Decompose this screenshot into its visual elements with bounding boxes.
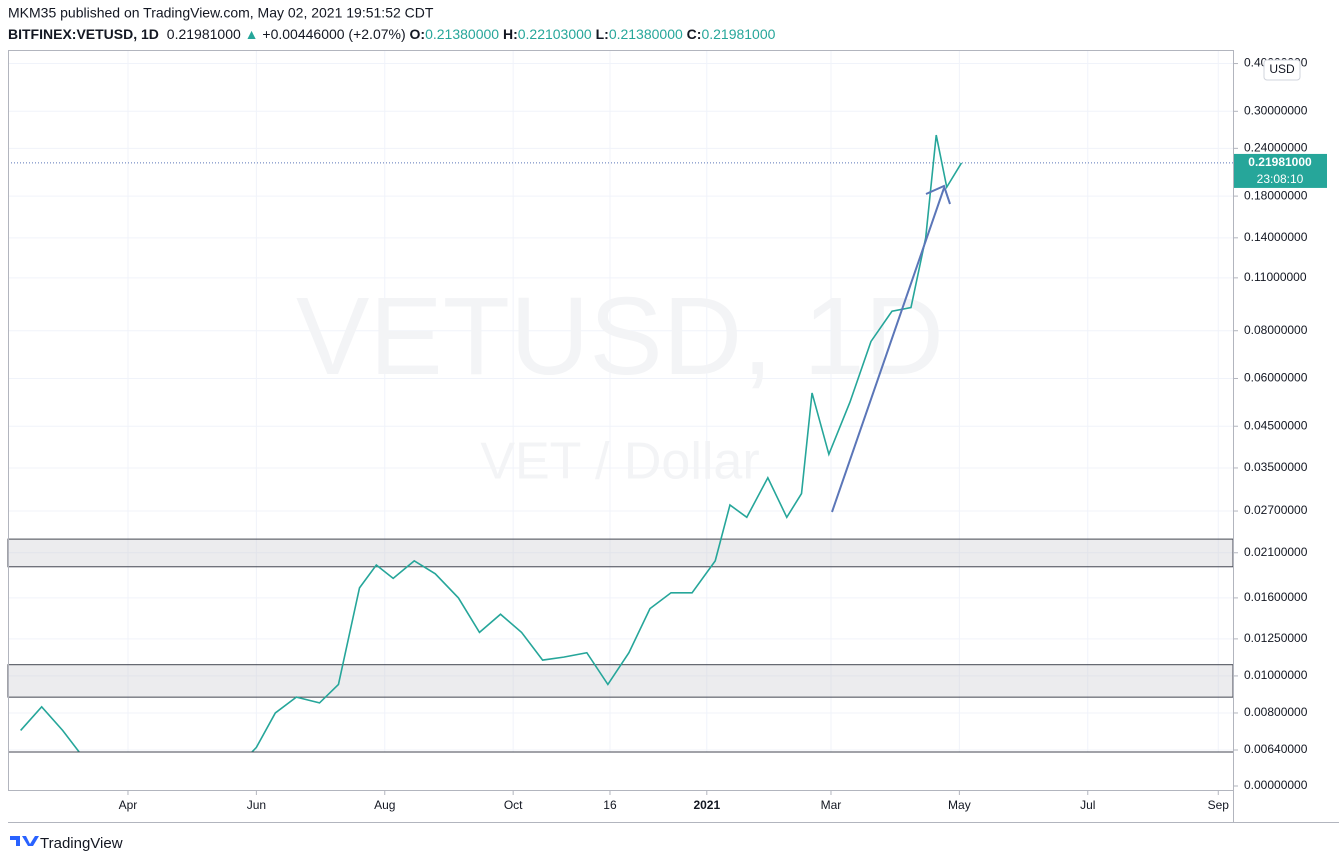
zone bbox=[7, 664, 1234, 698]
x-tick-label: Apr bbox=[119, 798, 138, 812]
ohlc-line: BITFINEX:VETUSD, 1D 0.21981000 ▲ +0.0044… bbox=[8, 26, 776, 42]
x-tick-label: 2021 bbox=[693, 798, 720, 812]
c: 0.21981000 bbox=[701, 26, 775, 42]
y-tick-label: 0.02100000 bbox=[1244, 545, 1308, 559]
currency: USD bbox=[1269, 62, 1295, 76]
o-label: O: bbox=[410, 26, 426, 42]
y-tick-label: 0.30000000 bbox=[1244, 103, 1308, 117]
x-tick-label: Mar bbox=[821, 798, 842, 812]
y-tick-label: 0.24000000 bbox=[1244, 141, 1308, 155]
arrow: ▲ bbox=[245, 26, 259, 42]
c-label: C: bbox=[687, 26, 702, 42]
y-tick-label: 0.01600000 bbox=[1244, 590, 1308, 604]
logo bbox=[10, 836, 39, 846]
price: 0.21981000 bbox=[167, 26, 241, 42]
y-tick-label: 0.00640000 bbox=[1244, 742, 1308, 756]
h-label: H: bbox=[503, 26, 518, 42]
y-tick-label: 0.14000000 bbox=[1244, 230, 1308, 244]
currency-box[interactable] bbox=[1263, 59, 1301, 81]
countdown: 23:08:10 bbox=[1257, 172, 1304, 186]
y-tick-label: 0.01250000 bbox=[1244, 631, 1308, 645]
y-tick-label: 0.02700000 bbox=[1244, 503, 1308, 517]
y-tick-label: 0.18000000 bbox=[1244, 188, 1308, 202]
l: 0.21380000 bbox=[609, 26, 683, 42]
trend-line bbox=[831, 187, 945, 513]
x-tick-label: Jun bbox=[247, 798, 266, 812]
publisher: MKM35 published on TradingView.com, May … bbox=[8, 5, 434, 21]
price-line bbox=[20, 134, 963, 752]
watermark-sub: VET / Dollar bbox=[480, 433, 759, 491]
y-tick-label: 0.03500000 bbox=[1244, 460, 1308, 474]
last-price-label: 0.21981000 bbox=[1248, 155, 1312, 169]
change: +0.00446000 (+2.07%) bbox=[262, 26, 405, 42]
y-tick-label: 0.06000000 bbox=[1244, 371, 1308, 385]
x-tick-label: 16 bbox=[603, 798, 617, 812]
y-tick-label: 0.08000000 bbox=[1244, 323, 1308, 337]
x-tick-label: May bbox=[948, 798, 971, 812]
y-tick-label: 0.00800000 bbox=[1244, 705, 1308, 719]
zone bbox=[7, 538, 1234, 568]
last-price-box bbox=[1234, 153, 1327, 188]
x-tick-label: Jul bbox=[1080, 798, 1095, 812]
h: 0.22103000 bbox=[518, 26, 592, 42]
o: 0.21380000 bbox=[425, 26, 499, 42]
y-tick-label: 0.11000000 bbox=[1244, 270, 1307, 284]
y-tick-label: 0.04500000 bbox=[1244, 418, 1308, 432]
trend-arrow bbox=[925, 184, 951, 205]
y-tick-label: 0.01000000 bbox=[1244, 668, 1308, 682]
y-tick-label: 0.00000000 bbox=[1244, 778, 1308, 792]
symbol: BITFINEX:VETUSD, 1D bbox=[8, 26, 159, 42]
x-tick-label: Aug bbox=[374, 798, 395, 812]
l-label: L: bbox=[596, 26, 609, 42]
bottom-band bbox=[8, 752, 1233, 790]
x-tick-label: Sep bbox=[1208, 798, 1230, 812]
x-tick-label: Oct bbox=[504, 798, 523, 812]
watermark: VETUSD, 1D bbox=[296, 275, 944, 398]
brand: TradingView bbox=[40, 835, 123, 852]
